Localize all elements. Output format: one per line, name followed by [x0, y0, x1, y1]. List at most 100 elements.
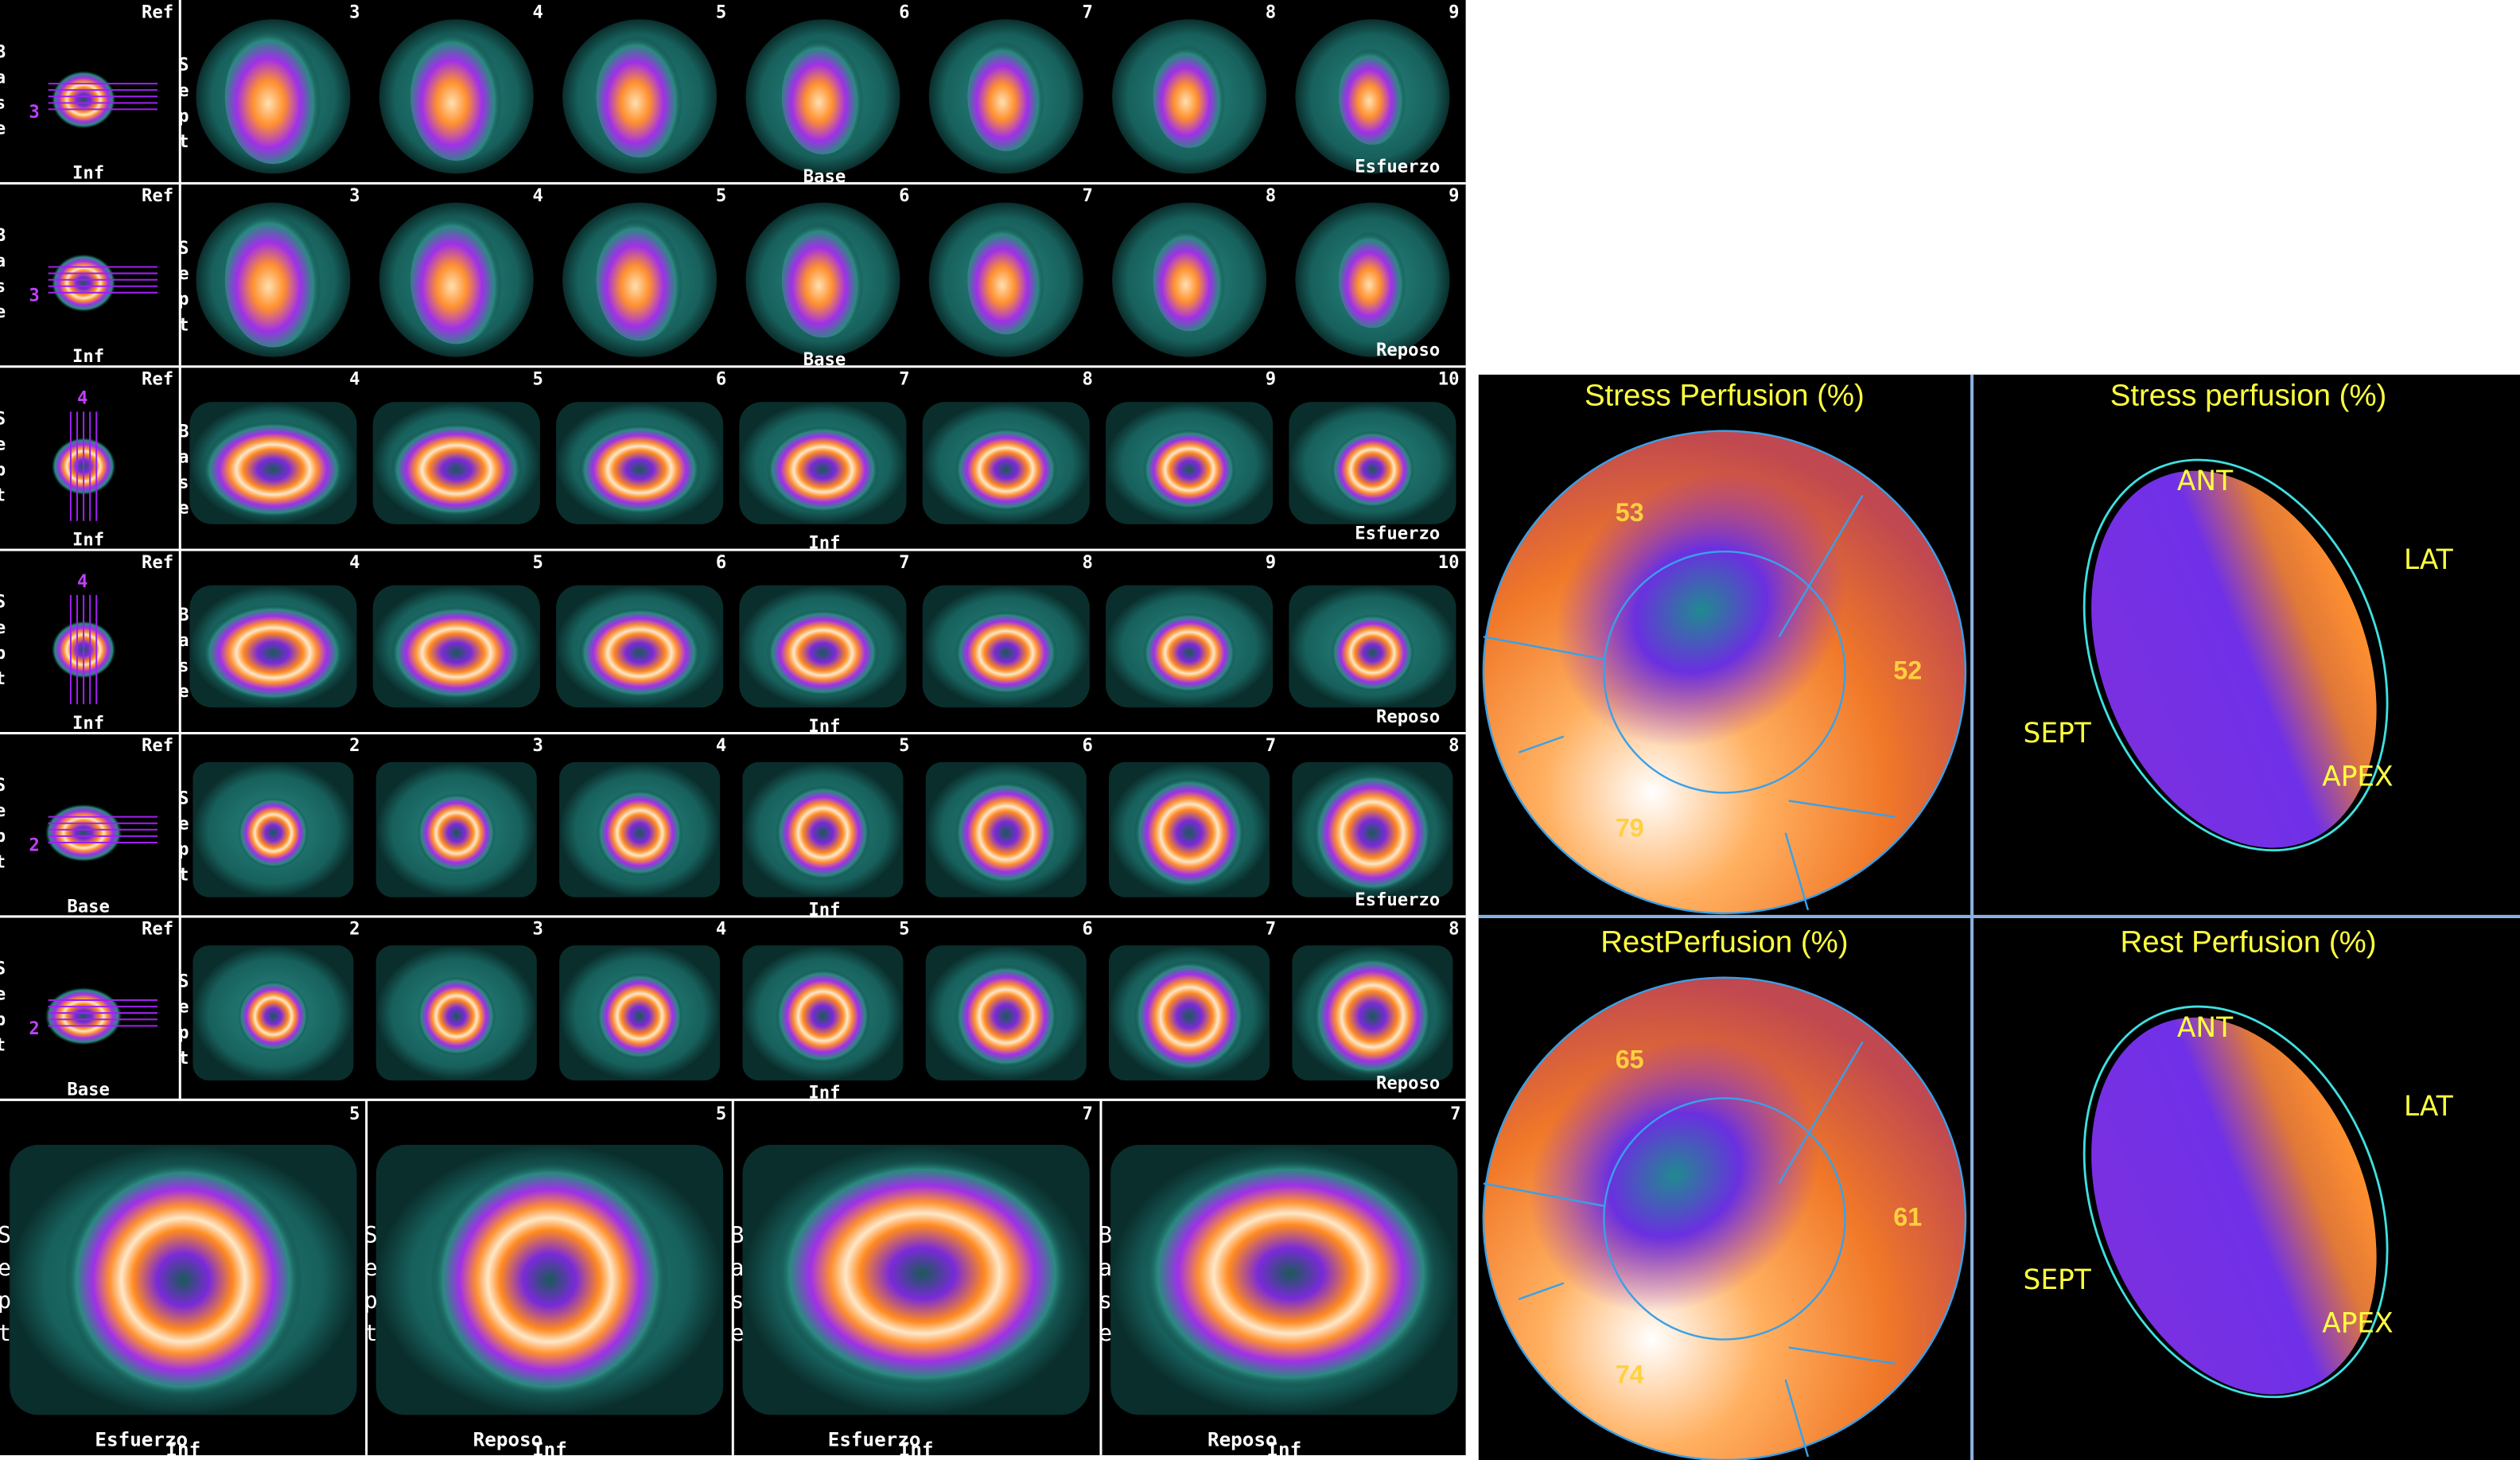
ref-side: Sept — [0, 775, 10, 877]
ref-bottom: Inf — [72, 713, 104, 734]
surface-label: LAT — [2404, 1091, 2454, 1123]
ref-image — [45, 804, 122, 862]
slice-side: Base — [173, 421, 194, 523]
slice-number: 8 — [1082, 368, 1092, 389]
ref-corner: Ref — [142, 185, 173, 206]
slice-corner: Esfuerzo — [1355, 523, 1440, 543]
slice-image — [410, 215, 503, 345]
slice-number: 3 — [349, 185, 360, 206]
slice-image — [766, 609, 880, 697]
slice-number: 8 — [1449, 919, 1459, 940]
slice-image — [1330, 613, 1414, 691]
slice-number: 6 — [1082, 919, 1092, 940]
slice-corner: Esfuerzo — [1355, 157, 1440, 177]
slice-number: 6 — [716, 368, 726, 389]
slice-number: 7 — [899, 368, 909, 389]
slice-image — [1312, 956, 1433, 1076]
slice-number: 4 — [533, 185, 543, 206]
segment-line — [1483, 636, 1604, 660]
ref-bottom: Inf — [72, 346, 104, 367]
segment-line — [1788, 1346, 1896, 1365]
surface-label: APEX — [2322, 1308, 2393, 1340]
slice-image — [238, 980, 309, 1052]
ref-side: Base — [0, 42, 10, 144]
surface-outline — [2082, 458, 2389, 852]
slice-corner: Esfuerzo — [1355, 890, 1440, 910]
slice-image — [596, 218, 683, 341]
slice-number: 6 — [1082, 735, 1092, 756]
ref-marker: 4 — [77, 388, 88, 409]
segment-line — [1518, 735, 1565, 753]
polar-value: 53 — [1616, 498, 1644, 527]
slice-corner: Reposo — [1376, 340, 1440, 360]
slice-image — [410, 32, 503, 162]
surface-label: LAT — [2404, 544, 2454, 576]
ref-marker: 3 — [29, 102, 39, 123]
segment-ring — [1482, 430, 1967, 915]
large-image — [1142, 1158, 1439, 1390]
slice-image — [955, 781, 1058, 885]
slice-corner: Reposo — [1376, 1073, 1440, 1094]
large-number: 5 — [349, 1104, 360, 1124]
surface-label: APEX — [2322, 761, 2393, 793]
slice-number: 4 — [533, 2, 543, 23]
slice-image — [1142, 612, 1236, 694]
polar-defect — [1555, 473, 1846, 748]
surface-label: SEPT — [2024, 718, 2092, 749]
segment-ring — [1482, 976, 1967, 1460]
slice-number: 8 — [1449, 735, 1459, 756]
slice-image — [775, 968, 871, 1064]
slice-number: 9 — [1266, 552, 1276, 573]
slice-image — [1153, 228, 1226, 332]
slice-number: 8 — [1266, 2, 1276, 23]
slice-image — [1142, 429, 1236, 510]
slice-number: 5 — [899, 919, 909, 940]
slice-number: 7 — [1082, 2, 1092, 23]
ref-marker: 2 — [29, 1018, 39, 1039]
slice-image — [1339, 232, 1406, 329]
slice-bottom: Inf — [808, 899, 840, 920]
segment-ring — [1603, 550, 1846, 794]
slice-image — [1312, 773, 1433, 893]
polar-value: 52 — [1893, 656, 1922, 684]
surface-label: ANT — [2177, 1012, 2234, 1044]
slice-side: Sept — [173, 55, 194, 157]
slice-number: 4 — [349, 368, 360, 389]
slice-number: 9 — [1449, 2, 1459, 23]
slice-number: 7 — [1266, 735, 1276, 756]
ref-bottom: Base — [67, 1080, 110, 1100]
ref-image — [51, 254, 116, 313]
slice-number: 3 — [533, 919, 543, 940]
slice-image — [1134, 960, 1245, 1072]
segment-line — [1788, 800, 1896, 818]
large-label: Esfuerzo — [828, 1428, 921, 1451]
segment-line — [1784, 1379, 1810, 1458]
slice-image — [596, 789, 683, 877]
slice-image — [967, 224, 1045, 335]
polar-title: RestPerfusion (%) — [1600, 925, 1848, 959]
large-label: Esfuerzo — [95, 1428, 188, 1451]
segment-line — [1784, 832, 1810, 911]
slice-image — [766, 426, 880, 513]
slice-number: 4 — [349, 552, 360, 573]
large-side: Sept — [0, 1222, 18, 1353]
slice-number: 5 — [716, 2, 726, 23]
surface-label: ANT — [2177, 465, 2234, 497]
slice-image — [578, 607, 701, 699]
slice-number: 9 — [1449, 185, 1459, 206]
slice-image — [390, 605, 523, 700]
slice-image — [417, 976, 496, 1056]
large-image — [64, 1161, 302, 1400]
ref-corner: Ref — [142, 552, 173, 573]
slice-image — [224, 212, 322, 348]
ref-bottom: Inf — [72, 530, 104, 551]
slice-number: 9 — [1266, 368, 1276, 389]
slice-image — [955, 427, 1058, 512]
slice-number: 7 — [1266, 919, 1276, 940]
slice-number: 8 — [1082, 552, 1092, 573]
slice-number: 4 — [716, 919, 726, 940]
segment-line — [1778, 494, 1864, 637]
slice-number: 7 — [899, 552, 909, 573]
